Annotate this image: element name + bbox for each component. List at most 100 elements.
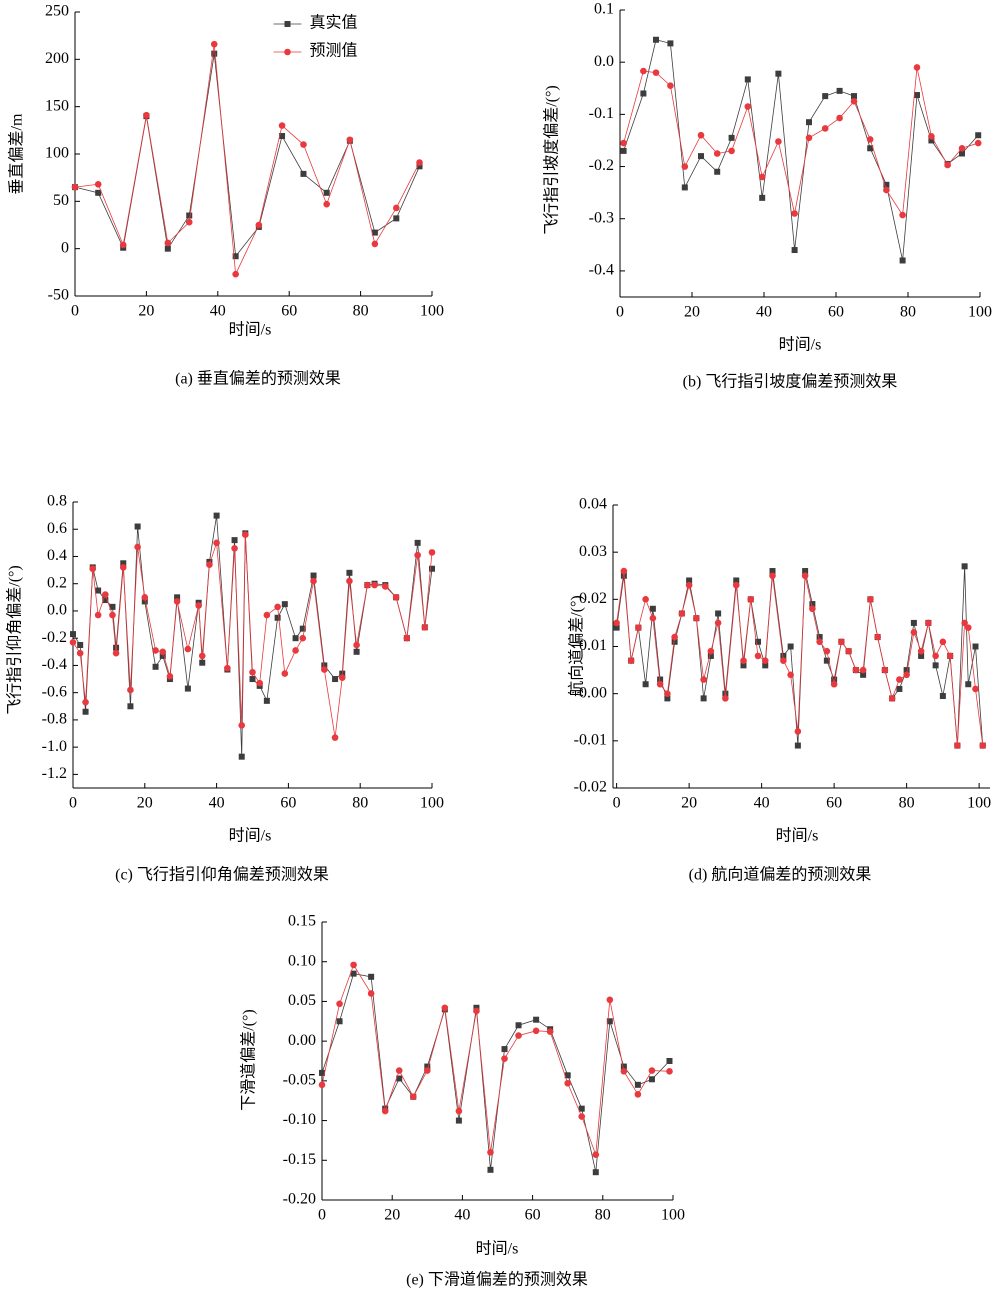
marker-square: [346, 569, 353, 576]
marker-circle: [744, 103, 752, 110]
marker-circle: [371, 581, 378, 589]
marker-square: [323, 189, 330, 196]
marker-square: [620, 1063, 627, 1070]
series-line: [616, 566, 984, 746]
marker-circle: [242, 531, 249, 538]
marker-circle: [928, 132, 935, 140]
marker-circle: [932, 652, 939, 660]
marker-circle: [532, 1027, 540, 1035]
y-tick-label: -1.2: [42, 765, 67, 782]
marker-circle: [102, 591, 109, 598]
x-tick-label: 100: [420, 795, 444, 812]
marker-circle: [284, 48, 291, 56]
marker-circle: [961, 619, 968, 627]
y-tick-label: -0.1: [589, 105, 614, 122]
y-axis-label: 航向道偏差/(°): [568, 595, 586, 697]
marker-circle: [224, 664, 231, 672]
y-tick-label: 0.10: [288, 952, 316, 969]
marker-circle: [693, 614, 700, 622]
marker-circle: [371, 240, 379, 248]
marker-circle: [82, 698, 89, 706]
marker-square: [965, 681, 972, 688]
y-tick-label: 0.1: [594, 1, 614, 18]
marker-square: [664, 695, 671, 702]
marker-circle: [642, 596, 649, 603]
marker-square: [95, 587, 102, 594]
marker-circle: [635, 624, 642, 631]
y-axis-label: 飞行指引坡度偏差/(°): [543, 85, 561, 235]
marker-circle: [232, 270, 239, 278]
marker-circle: [620, 1068, 628, 1075]
y-tick-label: -0.01: [574, 732, 607, 749]
marker-square: [310, 572, 317, 579]
y-tick-label: 0: [61, 239, 69, 256]
x-tick-label: 80: [353, 303, 369, 320]
marker-circle: [441, 1004, 449, 1012]
marker-square: [648, 1076, 655, 1083]
marker-square: [134, 523, 141, 530]
marker-square: [292, 635, 299, 642]
marker-circle: [109, 611, 116, 619]
marker-circle: [94, 180, 102, 188]
marker-circle: [761, 657, 769, 664]
y-tick-label: -0.20: [283, 1191, 316, 1208]
marker-circle: [346, 577, 353, 585]
marker-circle: [809, 605, 816, 613]
marker-square: [918, 652, 925, 659]
y-tick-label: -0.4: [42, 656, 67, 673]
marker-circle: [424, 1067, 431, 1074]
marker-circle: [206, 561, 213, 568]
marker-square: [414, 539, 421, 546]
marker-square: [281, 601, 288, 608]
x-tick-label: 80: [900, 304, 916, 321]
marker-square: [152, 663, 159, 670]
marker-circle: [664, 690, 671, 697]
y-axis-label: 飞行指引仰角偏差/(°): [6, 565, 24, 715]
marker-circle: [874, 633, 881, 641]
marker-square: [263, 697, 270, 704]
marker-square: [186, 212, 193, 219]
marker-circle: [213, 539, 220, 547]
marker-square: [274, 614, 281, 621]
marker-circle: [141, 594, 149, 601]
x-tick-label: 100: [420, 303, 444, 320]
marker-square: [368, 973, 375, 980]
marker-circle: [852, 666, 860, 674]
marker-circle: [112, 649, 120, 657]
y-tick-label: -1.0: [42, 738, 67, 755]
x-tick-label: 40: [210, 303, 226, 320]
marker-square: [396, 1075, 403, 1082]
marker-circle: [323, 200, 330, 208]
marker-circle: [249, 668, 256, 676]
marker-circle: [881, 666, 889, 674]
marker-circle: [681, 163, 689, 170]
marker-square: [883, 181, 890, 188]
marker-square: [159, 652, 166, 659]
marker-circle: [913, 64, 921, 71]
marker-square: [831, 676, 838, 683]
x-axis-label: 时间/s: [229, 827, 272, 845]
marker-circle: [850, 98, 858, 105]
marker-square: [733, 577, 740, 584]
marker-square: [77, 642, 84, 648]
marker-square: [759, 194, 766, 201]
marker-circle: [71, 183, 79, 191]
marker-square: [787, 643, 794, 650]
marker-circle: [805, 134, 813, 142]
marker-circle: [350, 961, 357, 969]
marker-circle: [76, 649, 84, 657]
x-axis-label: 时间/s: [476, 1240, 519, 1258]
marker-circle: [769, 572, 776, 580]
marker-square: [299, 625, 306, 632]
marker-square: [822, 93, 829, 100]
marker-circle: [917, 647, 925, 655]
marker-circle: [713, 150, 721, 157]
marker-square: [959, 150, 965, 157]
marker-square: [578, 1105, 585, 1112]
marker-square: [671, 638, 678, 645]
marker-circle: [972, 685, 979, 693]
marker-circle: [859, 666, 867, 674]
marker-square: [416, 163, 423, 170]
